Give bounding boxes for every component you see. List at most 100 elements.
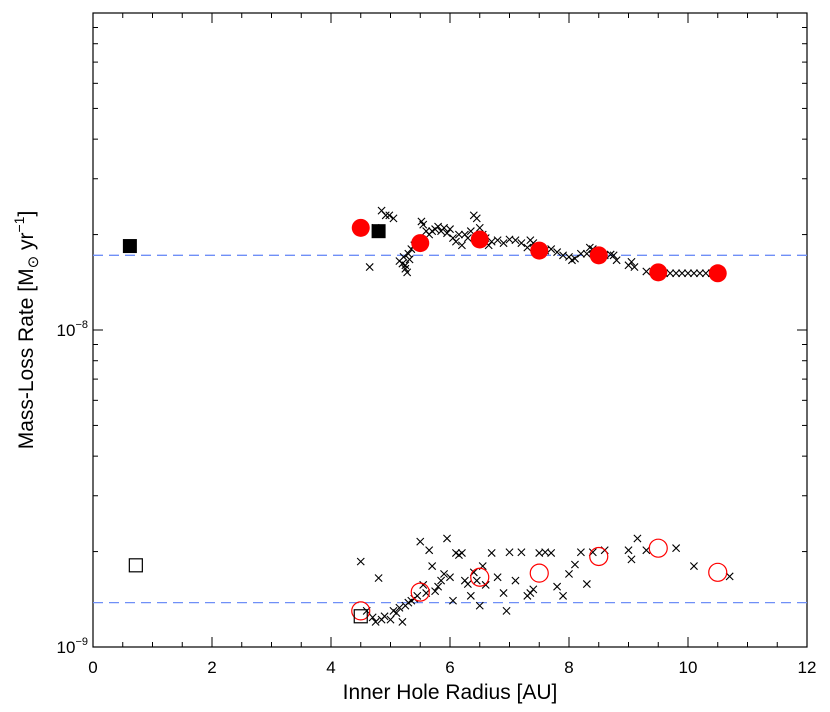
cross-point — [517, 239, 526, 248]
open-circle-point — [351, 601, 371, 621]
cross-point — [368, 613, 377, 622]
cross-point — [403, 268, 412, 277]
cross-point — [523, 243, 532, 252]
cross-point — [475, 223, 484, 232]
cross-point — [642, 267, 651, 276]
open-square-point — [353, 609, 368, 624]
x-tick-label: 2 — [207, 658, 216, 677]
x-tick-label: 8 — [564, 658, 573, 677]
cross-point — [381, 211, 390, 220]
cross-point — [499, 239, 508, 248]
cross-point — [559, 251, 568, 260]
y-axis-title-main: Mass-Loss Rate [M — [15, 268, 38, 449]
cross-point — [487, 548, 496, 557]
y-tick-label-exponent: −9 — [75, 636, 88, 648]
y-tick-label: 10−9 — [57, 636, 88, 657]
open-circle-point — [648, 538, 668, 558]
filled-circle-point — [351, 218, 370, 237]
x-tick-label: 12 — [798, 658, 817, 677]
cross-point — [413, 591, 422, 600]
cross-point — [565, 569, 573, 578]
cross-point — [386, 615, 395, 624]
cross-point — [689, 562, 698, 571]
cross-point — [547, 245, 556, 254]
cross-point — [678, 269, 687, 278]
open-circle-point — [708, 562, 728, 582]
data-points — [122, 206, 734, 626]
x-tick-label: 6 — [445, 658, 454, 677]
cross-point — [443, 229, 452, 238]
open-circle-point — [470, 567, 490, 587]
filled-square-point — [371, 224, 386, 239]
cross-point — [582, 580, 591, 589]
cross-point — [684, 269, 692, 278]
y-tick-label-base: 10 — [57, 321, 76, 340]
cross-point — [434, 582, 443, 591]
y-axis-title: Mass-Loss Rate [M⊙ yr−1] — [11, 211, 42, 450]
cross-point — [434, 222, 443, 231]
cross-point — [419, 580, 428, 589]
cross-point — [451, 237, 460, 246]
cross-point — [582, 249, 591, 258]
cross-point — [695, 269, 704, 278]
filled-circle-point — [411, 234, 430, 253]
y-axis-title-close: ] — [15, 211, 38, 217]
cross-point — [457, 548, 466, 557]
x-tick-label: 4 — [326, 658, 335, 677]
axis-ticks — [92, 13, 808, 648]
cross-point — [440, 569, 449, 578]
cross-point — [446, 225, 454, 234]
cross-point — [389, 214, 398, 223]
cross-point — [395, 603, 404, 612]
cross-point — [630, 263, 639, 272]
filled-circle-point — [708, 264, 727, 283]
y-tick-label: 10−8 — [57, 319, 88, 340]
cross-point — [475, 601, 484, 610]
cross-point — [627, 555, 636, 564]
cross-point — [481, 580, 490, 589]
cross-point — [448, 596, 457, 605]
cross-point — [627, 257, 636, 266]
cross-point — [405, 255, 414, 264]
open-circle-point — [589, 546, 609, 567]
cross-point — [463, 580, 472, 589]
cross-point — [666, 269, 675, 278]
cross-point — [505, 548, 514, 557]
cross-point — [380, 612, 389, 621]
cross-point — [443, 534, 452, 543]
cross-point — [553, 582, 562, 591]
cross-point — [398, 617, 407, 626]
cross-point — [701, 269, 710, 278]
x-tick-label: 10 — [679, 658, 698, 677]
cross-point — [689, 269, 698, 278]
cross-point — [440, 223, 449, 232]
filled-square-point — [122, 239, 137, 254]
cross-point — [609, 251, 618, 260]
cross-point — [365, 263, 374, 272]
cross-point — [487, 237, 496, 246]
cross-point — [576, 548, 585, 557]
cross-point — [466, 591, 475, 600]
cross-point — [511, 576, 520, 585]
cross-point — [570, 560, 579, 569]
cross-point — [392, 609, 401, 618]
y-axis-title-unit: yr — [15, 233, 38, 256]
cross-point — [446, 573, 454, 582]
cross-point — [399, 252, 408, 261]
sun-symbol: ⊙ — [25, 256, 42, 269]
cross-point — [493, 236, 502, 245]
open-circle-point — [410, 582, 430, 602]
cross-point — [428, 562, 437, 571]
cross-point — [454, 230, 463, 239]
cross-point — [385, 211, 394, 220]
cross-point — [553, 248, 562, 257]
cross-point — [576, 249, 585, 258]
cross-point — [725, 572, 734, 581]
cross-point — [371, 617, 380, 626]
cross-point — [425, 546, 434, 555]
cross-point — [570, 254, 579, 263]
cross-point — [499, 589, 508, 598]
cross-point — [401, 261, 410, 270]
